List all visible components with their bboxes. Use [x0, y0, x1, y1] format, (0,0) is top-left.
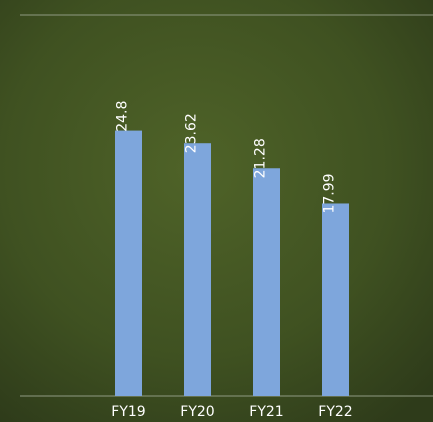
x-tick-label: FY21 — [249, 404, 283, 420]
value-label: 17.99 — [322, 173, 338, 213]
value-label: 21.28 — [253, 138, 269, 178]
bar — [115, 130, 142, 396]
value-label: 23.62 — [184, 113, 200, 153]
bar — [184, 143, 211, 396]
x-tick-label: FY22 — [318, 404, 352, 420]
x-tick-label: FY19 — [111, 404, 145, 420]
bar — [253, 168, 280, 396]
bar — [322, 203, 349, 396]
x-tick-label: FY20 — [180, 404, 214, 420]
value-label: 24.8 — [115, 101, 131, 132]
